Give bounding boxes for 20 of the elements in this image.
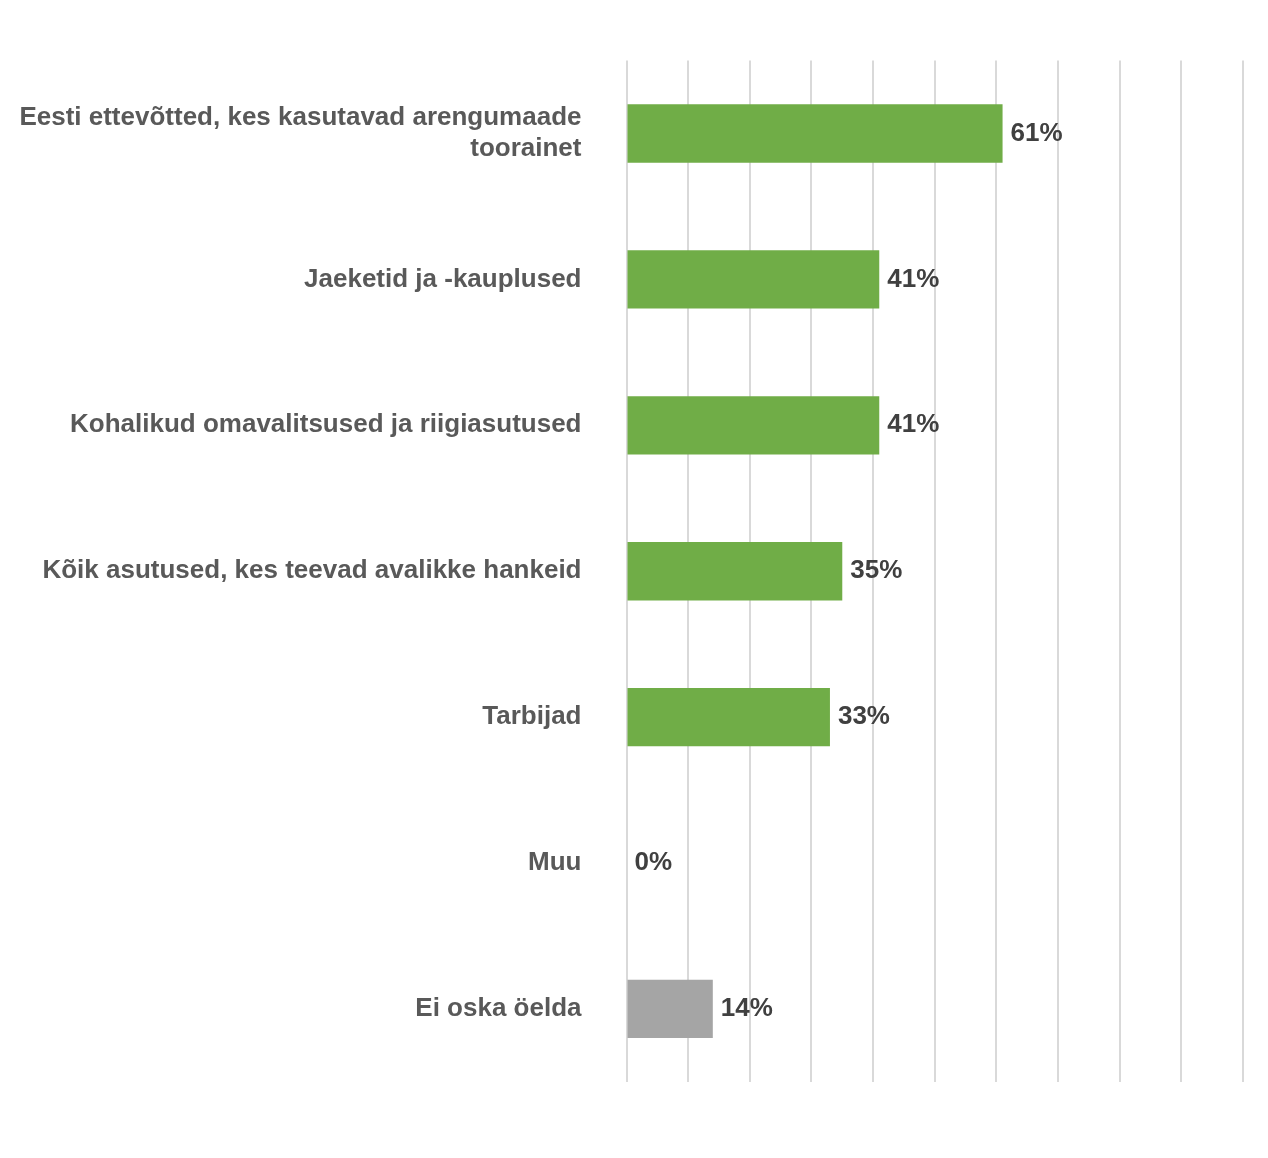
y-tick-label: Muu bbox=[528, 846, 582, 877]
data-label: 0% bbox=[634, 846, 673, 877]
y-tick-label: Kohalikud omavalitsused ja riigiasutused bbox=[70, 408, 582, 439]
bar bbox=[627, 250, 880, 309]
data-label: 14% bbox=[720, 992, 773, 1023]
data-label: 41% bbox=[887, 408, 940, 439]
y-tick-label: Ei oska öelda bbox=[415, 992, 583, 1023]
data-label: 41% bbox=[887, 262, 940, 293]
y-tick-label: Kõik asutused, kes teevad avalikke hankeid bbox=[42, 554, 582, 585]
y-tick-label: Eesti ettevõtted, kes kasutavad arengumaade toorainet bbox=[19, 101, 582, 163]
bar bbox=[627, 396, 880, 455]
data-label: 61% bbox=[1010, 116, 1063, 147]
y-tick-label: Jaeketid ja -kauplused bbox=[304, 262, 582, 293]
bar bbox=[627, 979, 713, 1039]
bar bbox=[627, 687, 830, 747]
bar bbox=[627, 542, 843, 601]
y-tick-label: Tarbijad bbox=[482, 700, 582, 731]
bar bbox=[627, 104, 1003, 163]
data-label: 35% bbox=[850, 554, 903, 585]
data-label: 33% bbox=[837, 700, 890, 731]
